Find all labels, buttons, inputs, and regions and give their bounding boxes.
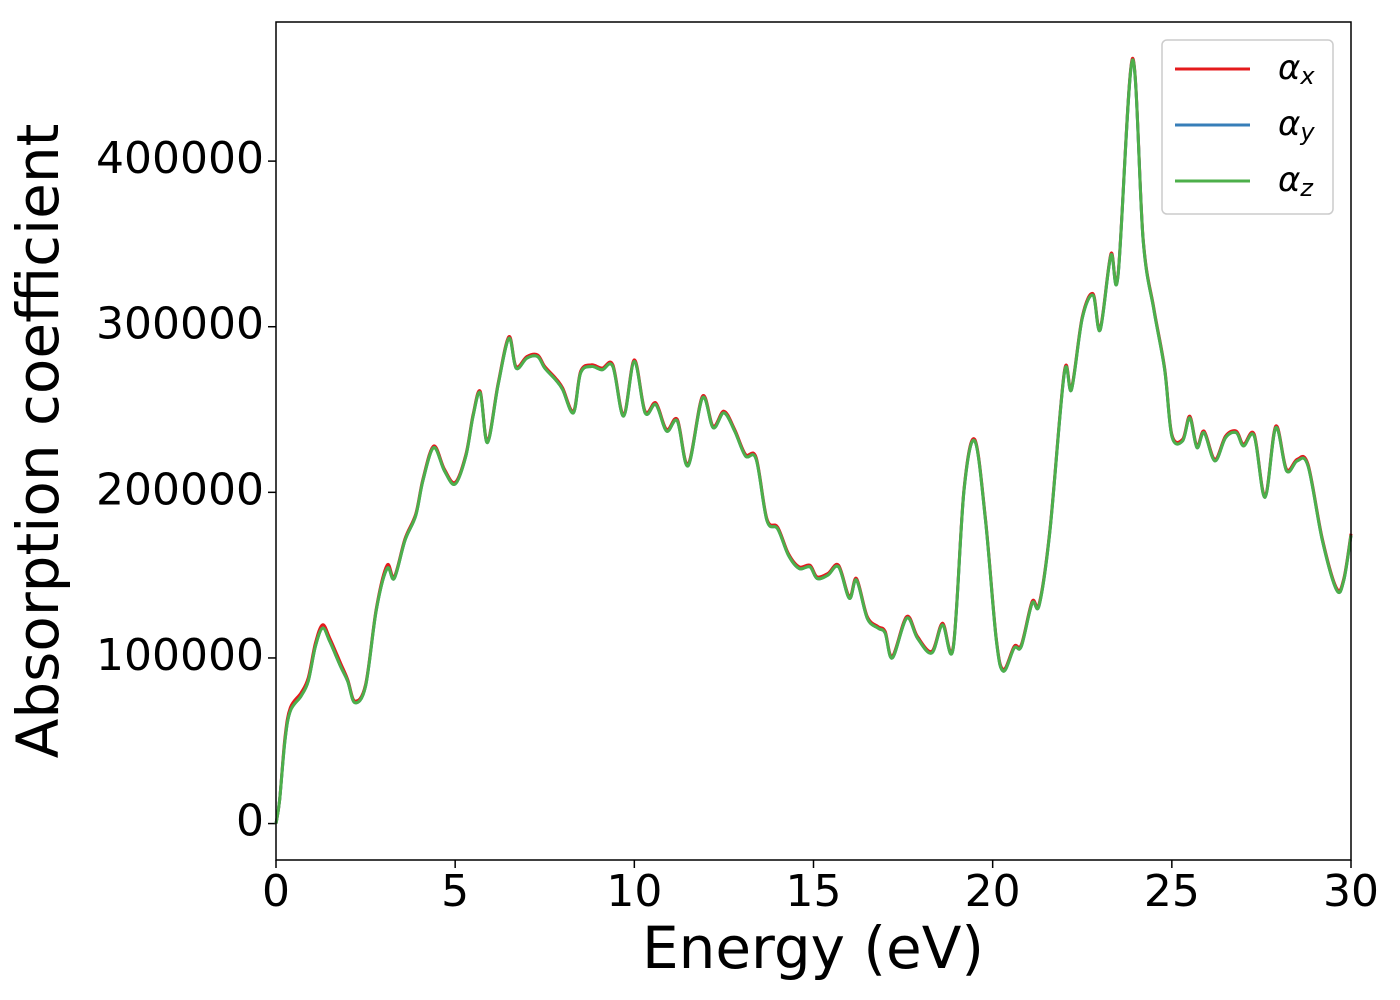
x-tick-label: 15 [786, 866, 842, 917]
y-axis-label: Absorption coefficient [4, 124, 72, 759]
series-line [274, 58, 1353, 824]
x-tick-label: 30 [1323, 866, 1379, 917]
y-tick-label: 0 [236, 796, 264, 847]
plot-frame [275, 21, 1352, 861]
legend-label: αy [1278, 104, 1315, 147]
y-tick-label: 400000 [96, 133, 264, 184]
x-tick-label: 5 [441, 866, 469, 917]
x-axis-label: Energy (eV) [642, 914, 984, 982]
x-tick-label: 25 [1144, 866, 1200, 917]
x-tick-label: 20 [965, 866, 1021, 917]
y-tick-label: 100000 [96, 630, 264, 681]
y-tick-label: 300000 [96, 299, 264, 350]
legend-label: αz [1278, 160, 1314, 203]
x-tick-label: 10 [606, 866, 662, 917]
x-tick-label: 0 [262, 866, 290, 917]
y-tick-label: 200000 [96, 464, 264, 515]
legend-box [1161, 39, 1334, 215]
legend-label: αx [1278, 48, 1315, 91]
